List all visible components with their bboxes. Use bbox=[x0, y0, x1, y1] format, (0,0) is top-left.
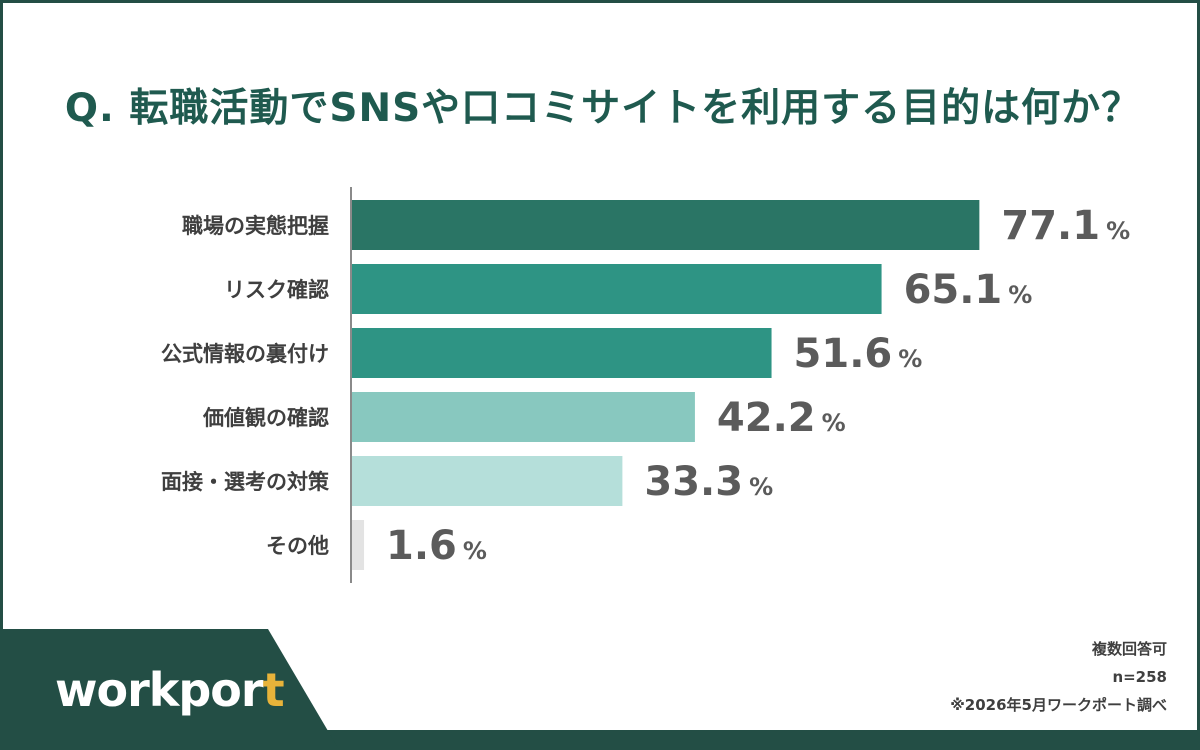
value-number-6: 1.6 bbox=[386, 523, 457, 569]
value-unit-5: % bbox=[749, 473, 773, 501]
workport-logo: workport bbox=[55, 663, 285, 717]
value-number-4: 42.2 bbox=[717, 395, 816, 441]
value-label-5: 33.3% bbox=[644, 459, 773, 505]
value-number-3: 51.6 bbox=[794, 331, 893, 377]
bar-1 bbox=[351, 200, 980, 250]
value-label-2: 65.1% bbox=[904, 267, 1033, 313]
value-number-5: 33.3 bbox=[644, 459, 743, 505]
category-label-3: 公式情報の裏付け bbox=[161, 342, 329, 366]
bar-2 bbox=[351, 264, 882, 314]
multiple-answer-note: 複数回答可 bbox=[1091, 640, 1167, 658]
bar-4 bbox=[351, 392, 695, 442]
value-label-1: 77.1% bbox=[1001, 203, 1130, 249]
category-label-5: 面接・選考の対策 bbox=[161, 470, 330, 494]
value-unit-2: % bbox=[1008, 281, 1032, 309]
value-unit-3: % bbox=[898, 345, 922, 373]
category-label-6: その他 bbox=[266, 534, 329, 558]
bar-5 bbox=[351, 456, 623, 506]
bar-6 bbox=[351, 520, 365, 570]
category-label-4: 価値観の確認 bbox=[202, 406, 329, 430]
value-unit-6: % bbox=[463, 537, 487, 565]
sample-size-note: n=258 bbox=[1112, 668, 1167, 686]
category-label-1: 職場の実態把握 bbox=[182, 214, 329, 238]
logo-accent-letter: t bbox=[262, 663, 285, 717]
value-unit-1: % bbox=[1106, 217, 1130, 245]
value-number-1: 77.1 bbox=[1001, 203, 1100, 249]
notes: 複数回答可 n=258 ※2026年5月ワークポート調べ bbox=[950, 635, 1167, 719]
category-label-2: リスク確認 bbox=[224, 278, 329, 302]
bar-3 bbox=[351, 328, 772, 378]
value-label-4: 42.2% bbox=[717, 395, 846, 441]
value-label-3: 51.6% bbox=[794, 331, 923, 377]
value-unit-4: % bbox=[822, 409, 846, 437]
value-number-2: 65.1 bbox=[904, 267, 1003, 313]
source-note: ※2026年5月ワークポート調べ bbox=[950, 696, 1167, 714]
logo-main-text: workpor bbox=[55, 663, 264, 717]
chart-title: Q. 転職活動でSNSや口コミサイトを利用する目的は何か？ bbox=[64, 86, 1142, 131]
bar-chart: 職場の実態把握 77.1 % リスク確認 65.1 % 公式情報の裏付け 51.6 % 価値観の確… bbox=[161, 187, 1130, 583]
value-label-6: 1.6% bbox=[386, 523, 487, 569]
